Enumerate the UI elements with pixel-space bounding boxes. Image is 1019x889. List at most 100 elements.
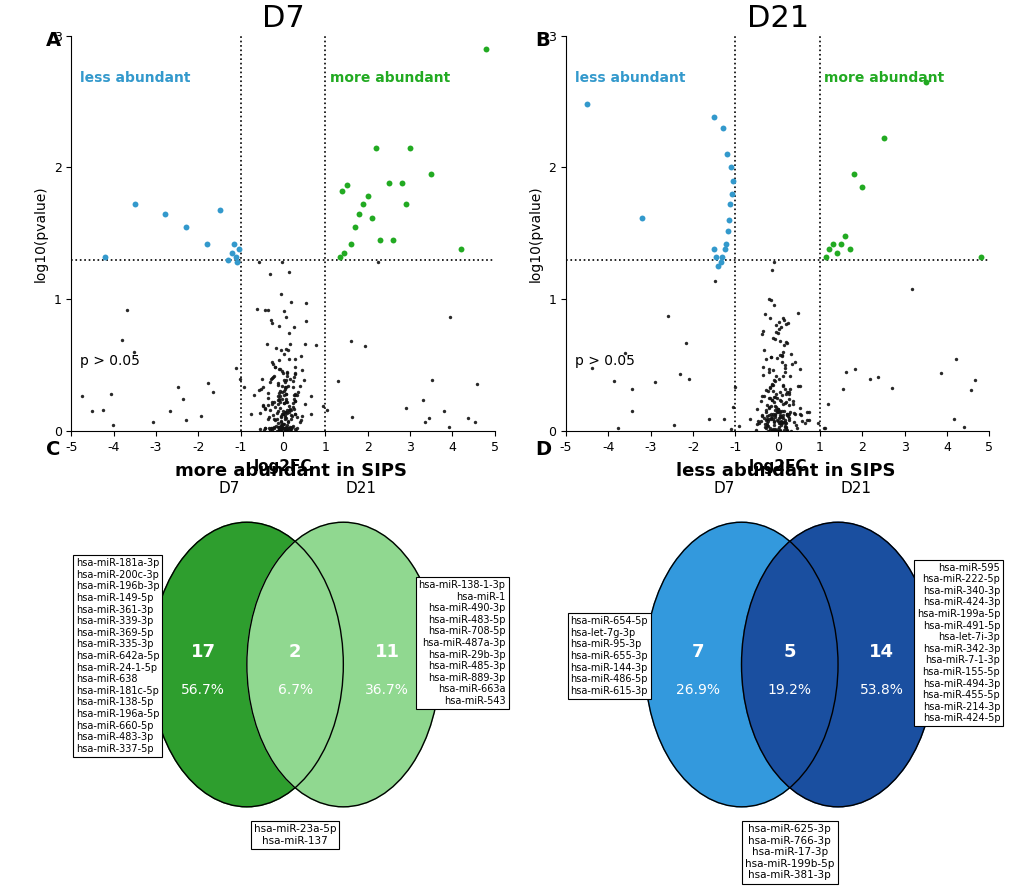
Point xyxy=(776,396,793,410)
Point xyxy=(762,407,779,421)
Point xyxy=(175,391,192,405)
Point xyxy=(771,414,788,428)
Point xyxy=(775,338,792,352)
Point xyxy=(760,292,776,306)
Point xyxy=(777,424,794,438)
X-axis label: log2FC: log2FC xyxy=(254,460,312,475)
Point xyxy=(270,420,286,434)
Point xyxy=(257,420,273,435)
Point xyxy=(226,236,243,251)
Point xyxy=(277,309,293,324)
Point xyxy=(281,420,298,435)
Point xyxy=(114,333,130,348)
Point xyxy=(768,403,785,417)
Point xyxy=(773,408,790,422)
Point xyxy=(284,373,301,388)
Point xyxy=(659,308,676,323)
Point xyxy=(275,424,291,438)
Point xyxy=(97,250,113,264)
Point xyxy=(773,369,790,383)
Point xyxy=(273,379,289,393)
Point xyxy=(758,412,774,426)
Point xyxy=(264,396,280,411)
Point xyxy=(285,392,302,406)
Point xyxy=(273,392,289,406)
Point xyxy=(800,404,816,419)
Text: B: B xyxy=(535,31,549,50)
Ellipse shape xyxy=(644,522,838,807)
Point xyxy=(776,358,793,372)
Point xyxy=(760,363,776,377)
Title: D7: D7 xyxy=(262,4,304,33)
Point xyxy=(755,411,771,425)
Point xyxy=(780,392,796,406)
Point xyxy=(763,409,780,423)
Point xyxy=(271,392,287,406)
Point xyxy=(754,360,770,374)
Point xyxy=(761,310,777,324)
Point xyxy=(265,421,281,436)
Point xyxy=(272,389,288,404)
Point xyxy=(205,385,221,399)
Title: D21: D21 xyxy=(746,4,808,33)
Point xyxy=(343,410,360,424)
Point xyxy=(753,414,769,428)
Point xyxy=(759,408,775,422)
Point xyxy=(760,412,776,427)
Text: 14: 14 xyxy=(868,643,894,661)
Point xyxy=(276,396,292,411)
Point xyxy=(945,412,961,426)
Y-axis label: log10(pvalue): log10(pvalue) xyxy=(528,185,542,282)
X-axis label: log2FC: log2FC xyxy=(748,460,806,475)
Point xyxy=(770,420,787,434)
Point xyxy=(260,421,276,436)
Point xyxy=(772,320,789,334)
Point xyxy=(289,385,306,399)
Point xyxy=(285,388,302,402)
Point xyxy=(280,343,297,357)
Point xyxy=(271,392,287,406)
Point xyxy=(264,371,280,385)
Point xyxy=(342,236,359,251)
Point xyxy=(423,167,439,181)
Point xyxy=(768,404,785,419)
Point xyxy=(767,423,784,437)
Point xyxy=(103,387,119,401)
Point xyxy=(772,394,789,408)
Point xyxy=(268,423,284,437)
Point xyxy=(771,393,788,407)
Point xyxy=(818,396,835,411)
Point xyxy=(796,416,812,430)
Point xyxy=(273,406,289,420)
Point xyxy=(762,412,779,426)
Point xyxy=(273,385,289,399)
Point xyxy=(762,412,779,426)
Point xyxy=(754,368,770,382)
Point xyxy=(767,350,784,364)
Point xyxy=(273,420,289,434)
Point xyxy=(780,409,796,423)
Point xyxy=(364,211,380,225)
Point xyxy=(753,409,769,423)
Point xyxy=(260,398,276,412)
Point xyxy=(257,401,273,415)
Point xyxy=(798,413,814,428)
Point xyxy=(279,369,296,383)
Text: less abundant in SIPS: less abundant in SIPS xyxy=(675,462,895,480)
Point xyxy=(770,334,787,348)
Point xyxy=(771,415,788,429)
Point xyxy=(774,379,791,393)
Point xyxy=(759,420,775,434)
Point xyxy=(271,401,287,415)
Point xyxy=(725,173,741,188)
Point xyxy=(265,412,281,426)
Point xyxy=(772,416,789,430)
Point xyxy=(760,380,776,395)
Point xyxy=(758,415,774,429)
Point xyxy=(292,412,309,427)
Point xyxy=(281,352,298,366)
Point xyxy=(776,364,793,379)
Point xyxy=(765,399,782,413)
Point xyxy=(255,398,271,412)
Point xyxy=(784,396,800,411)
